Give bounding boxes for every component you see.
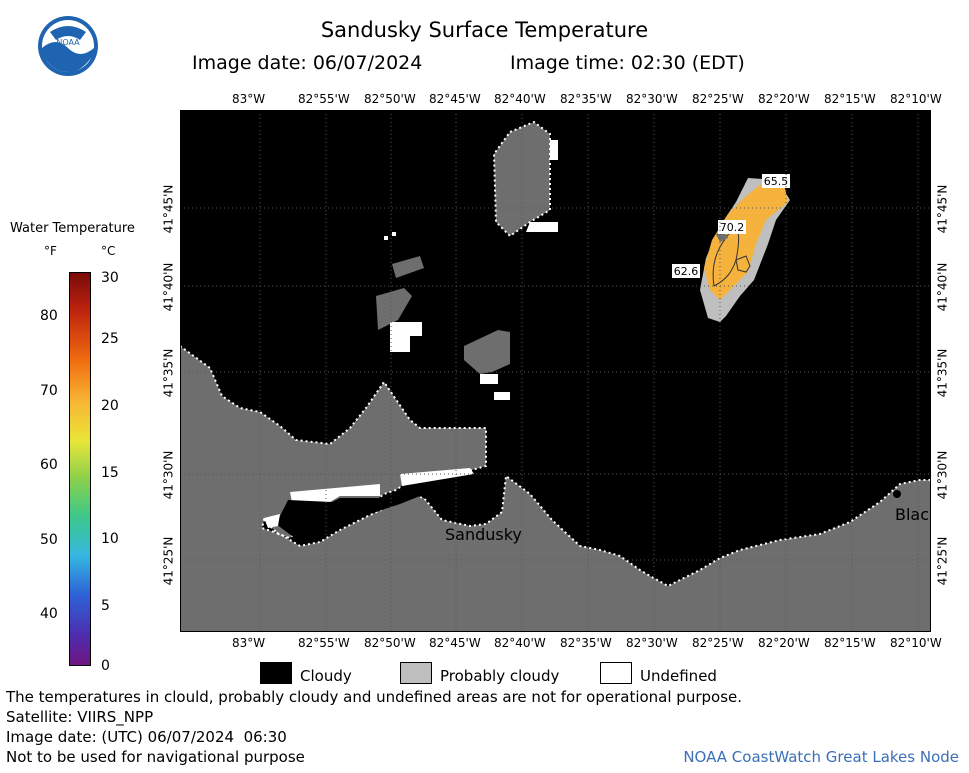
latitude-label: 41°45'N	[935, 184, 950, 234]
undefined-patch	[392, 232, 396, 236]
bay-interior	[276, 474, 502, 536]
latitude-label: 41°30'N	[161, 450, 176, 500]
legend-swatch-cloudy	[260, 662, 292, 684]
place-label-blac: Blac	[895, 505, 929, 524]
credit-text: NOAA CoastWatch Great Lakes Node	[683, 748, 959, 766]
latitude-label: 41°40'N	[161, 262, 176, 312]
undefined-patch	[264, 514, 280, 528]
colorbar-unit-c: °C	[101, 244, 116, 258]
longitude-label: 82°50'W	[364, 92, 416, 106]
contour-label-box	[718, 220, 746, 234]
legend-swatch-undefined	[600, 662, 632, 684]
colorbar-f-label: 70	[40, 383, 58, 399]
longitude-label: 82°20'W	[758, 92, 810, 106]
map-title: Sandusky Surface Temperature	[320, 18, 649, 42]
legend-label-cloudy: Cloudy	[300, 667, 352, 685]
latitude-label: 41°40'N	[935, 262, 950, 312]
island-small-2	[376, 288, 412, 330]
longitude-label: 82°35'W	[560, 92, 612, 106]
colorbar-c-label: 15	[101, 465, 119, 481]
longitude-label: 83°W	[232, 92, 266, 106]
legend-swatch-probably-cloudy	[400, 662, 432, 684]
undefined-patch	[390, 322, 422, 352]
city-marker	[893, 490, 901, 498]
longitude-label: 82°10'W	[890, 636, 942, 650]
latitude-label: 41°25'N	[935, 536, 950, 586]
latitude-label: 41°30'N	[935, 450, 950, 500]
longitude-label: 82°45'W	[429, 92, 481, 106]
colorbar-f-label: 80	[40, 308, 58, 324]
undefined-patch	[550, 140, 558, 160]
colorbar-unit-f: °F	[44, 244, 57, 258]
latitude-label: 41°25'N	[161, 536, 176, 586]
undefined-patch	[384, 236, 388, 240]
longitude-label: 82°10'W	[890, 92, 942, 106]
colorbar-title: Water Temperature	[10, 221, 135, 236]
contour-label-box	[672, 264, 700, 278]
island-kelleys	[464, 330, 510, 374]
longitude-label: 82°40'W	[494, 636, 546, 650]
contour-label: 65.5	[764, 175, 789, 188]
colorbar	[69, 272, 91, 666]
image-date: Image date: 06/07/2024	[192, 52, 423, 74]
latitude-label: 41°35'N	[161, 348, 176, 398]
colorbar-c-label: 20	[101, 398, 119, 414]
place-label-sandusky: Sandusky	[445, 525, 522, 544]
longitude-label: 82°30'W	[626, 92, 678, 106]
longitude-label: 82°25'W	[692, 92, 744, 106]
colorbar-c-label: 30	[101, 270, 119, 286]
contour-label-box	[762, 174, 790, 188]
noaa-logo: NOAA	[36, 14, 100, 78]
longitude-label: 82°45'W	[429, 636, 481, 650]
legend-label-probably-cloudy: Probably cloudy	[440, 667, 560, 685]
legend: Cloudy Probably cloudy Undefined	[260, 662, 740, 688]
temperature-contour	[712, 228, 740, 287]
colorbar-f-label: 50	[40, 532, 58, 548]
navigation-warning: Not to be used for navigational purpose	[6, 748, 305, 766]
graticule	[180, 110, 931, 632]
colorbar-c-label: 10	[101, 531, 119, 547]
longitude-label: 82°55'W	[298, 636, 350, 650]
undefined-strip	[400, 468, 474, 486]
island-small-1	[392, 256, 424, 278]
undefined-strip	[290, 484, 380, 502]
longitude-label: 82°35'W	[560, 636, 612, 650]
legend-label-undefined: Undefined	[640, 667, 717, 685]
longitude-label: 82°40'W	[494, 92, 546, 106]
map-border	[180, 110, 931, 632]
satellite-text: Satellite: VIIRS_NPP	[6, 708, 154, 726]
water-temperature-patch	[704, 182, 788, 300]
longitude-label: 82°30'W	[626, 636, 678, 650]
image-time: Image time: 02:30 (EDT)	[510, 52, 745, 74]
colorbar-f-label: 40	[40, 606, 58, 622]
colorbar-c-label: 0	[101, 658, 110, 674]
latitude-label: 41°35'N	[935, 348, 950, 398]
temperature-contour	[735, 255, 751, 273]
utc-date-text: Image date: (UTC) 06/07/2024 06:30	[6, 728, 287, 746]
longitude-label: 83°W	[232, 636, 266, 650]
map-panel: 65.5 70.2 62.6 Sandusky Blac	[180, 110, 931, 632]
longitude-label: 82°20'W	[758, 636, 810, 650]
colorbar-f-label: 60	[40, 457, 58, 473]
latitude-label: 41°45'N	[161, 184, 176, 234]
undefined-patch	[526, 222, 558, 232]
svg-text:NOAA: NOAA	[56, 38, 80, 47]
mainland	[180, 344, 931, 632]
longitude-label: 82°50'W	[364, 636, 416, 650]
undefined-patch	[494, 392, 510, 400]
contour-label: 62.6	[674, 265, 699, 278]
longitude-label: 82°15'W	[824, 636, 876, 650]
longitude-label: 82°25'W	[692, 636, 744, 650]
undefined-patch	[480, 374, 498, 384]
longitude-label: 82°15'W	[824, 92, 876, 106]
longitude-label: 82°55'W	[298, 92, 350, 106]
colorbar-c-label: 25	[101, 331, 119, 347]
contour-label: 70.2	[720, 221, 745, 234]
disclaimer-text: The temperatures in clould, probably clo…	[6, 688, 743, 706]
colorbar-c-label: 5	[101, 598, 110, 614]
